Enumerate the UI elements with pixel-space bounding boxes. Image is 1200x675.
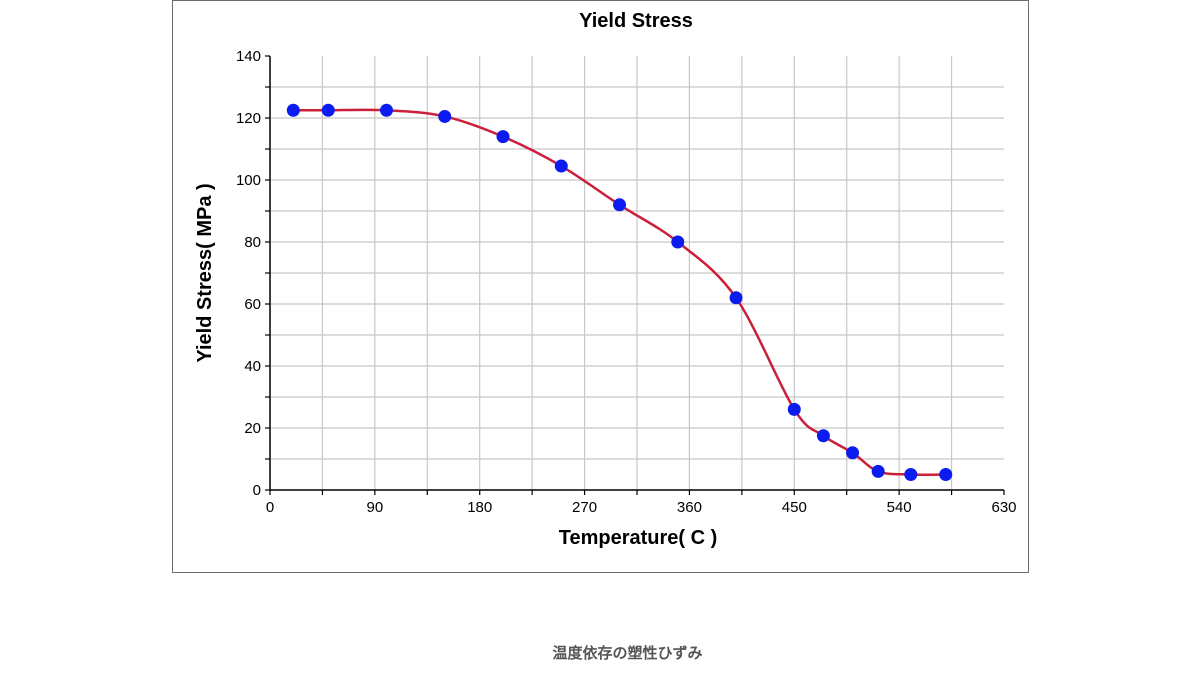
x-tick-label: 0 <box>266 499 274 516</box>
x-tick-label: 540 <box>887 499 912 516</box>
data-point-marker <box>904 468 918 481</box>
y-tick-label: 0 <box>253 482 261 499</box>
data-point-marker <box>380 103 394 117</box>
x-tick-label: 450 <box>782 499 807 516</box>
x-tick-label: 90 <box>367 499 384 516</box>
data-point-marker <box>787 402 801 416</box>
data-point-marker <box>438 109 452 123</box>
x-axis-label: Temperature( C ) <box>559 527 718 549</box>
y-tick-label: 20 <box>244 420 261 437</box>
figure-caption: 温度依存の塑性ひずみ <box>552 644 703 662</box>
data-point-marker <box>321 103 335 117</box>
data-point-marker <box>496 130 510 144</box>
chart-frame: 0 20 40 60 80 100 120 140 0 90 180 270 360 450 540 630 … <box>172 0 1029 573</box>
y-tick-label: 100 <box>236 172 261 189</box>
axes <box>265 55 1005 495</box>
data-point-marker <box>816 429 830 443</box>
chart-title: Yield Stress <box>579 10 693 32</box>
data-point-marker <box>846 446 860 460</box>
y-tick-label: 60 <box>244 296 261 313</box>
grid <box>270 56 1004 490</box>
y-axis-label: Yield Stress( MPa ) <box>194 183 216 362</box>
data-point-marker <box>671 235 685 249</box>
y-tick-label: 40 <box>244 358 261 375</box>
data-point-marker <box>613 198 627 212</box>
y-tick-label: 120 <box>236 110 261 127</box>
x-tick-label: 360 <box>677 499 702 516</box>
tick-labels: 0 20 40 60 80 100 120 140 0 90 180 270 360 450 540 630 <box>236 48 1017 516</box>
data-point-marker <box>871 464 885 478</box>
x-tick-label: 270 <box>572 499 597 516</box>
data-point-marker <box>729 291 743 305</box>
data-point-marker <box>286 103 300 117</box>
data-point-marker <box>554 159 568 173</box>
y-tick-label: 140 <box>236 48 261 65</box>
series <box>286 103 953 481</box>
x-tick-label: 180 <box>467 499 492 516</box>
x-tick-label: 630 <box>991 499 1016 516</box>
data-point-marker <box>939 468 953 481</box>
y-tick-label: 80 <box>244 234 261 251</box>
